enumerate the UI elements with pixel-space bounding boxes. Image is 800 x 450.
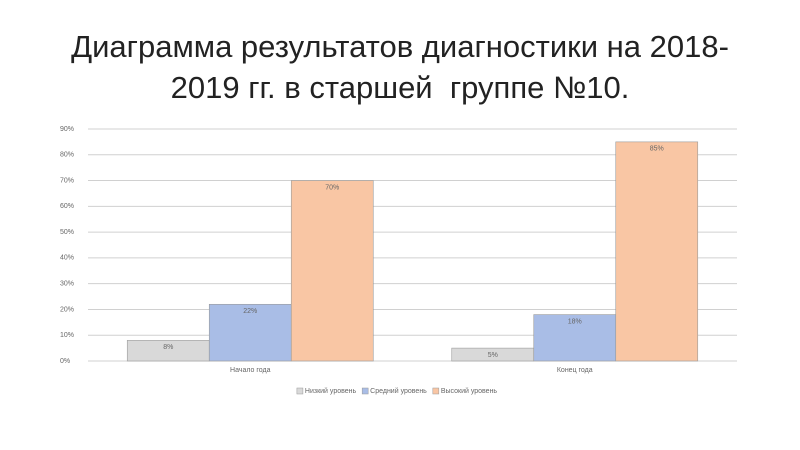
y-tick-label: 70% [60,177,74,184]
legend-label: Низкий уровень [305,387,357,395]
value-label: 70% [325,184,339,191]
value-label: 18% [568,318,582,325]
x-tick-label: Начало года [230,367,271,374]
value-label: 5% [488,352,498,359]
y-tick-label: 40% [60,255,74,262]
y-tick-label: 80% [60,152,74,159]
y-tick-label: 60% [60,203,74,210]
y-tick-label: 10% [60,332,74,339]
bar [533,314,617,362]
bar [290,180,374,362]
value-label: 22% [243,308,257,315]
y-tick-label: 20% [60,306,74,313]
legend-swatch [432,387,440,395]
legend-label: Средний уровень [370,387,427,395]
legend-swatch [296,387,304,395]
y-tick-label: 50% [60,229,74,236]
value-label: 85% [650,146,664,153]
value-label: 8% [163,344,173,351]
legend-label: Высокий уровень [441,387,498,395]
x-tick-label: Конец года [557,367,593,374]
legend-swatch [361,387,369,395]
y-tick-label: 0% [60,358,70,365]
bar [208,303,292,362]
chart-title: Диаграмма результатов диагностики на 201… [71,29,729,105]
y-tick-label: 90% [60,126,74,133]
bar [615,141,699,362]
y-tick-label: 30% [60,281,74,288]
